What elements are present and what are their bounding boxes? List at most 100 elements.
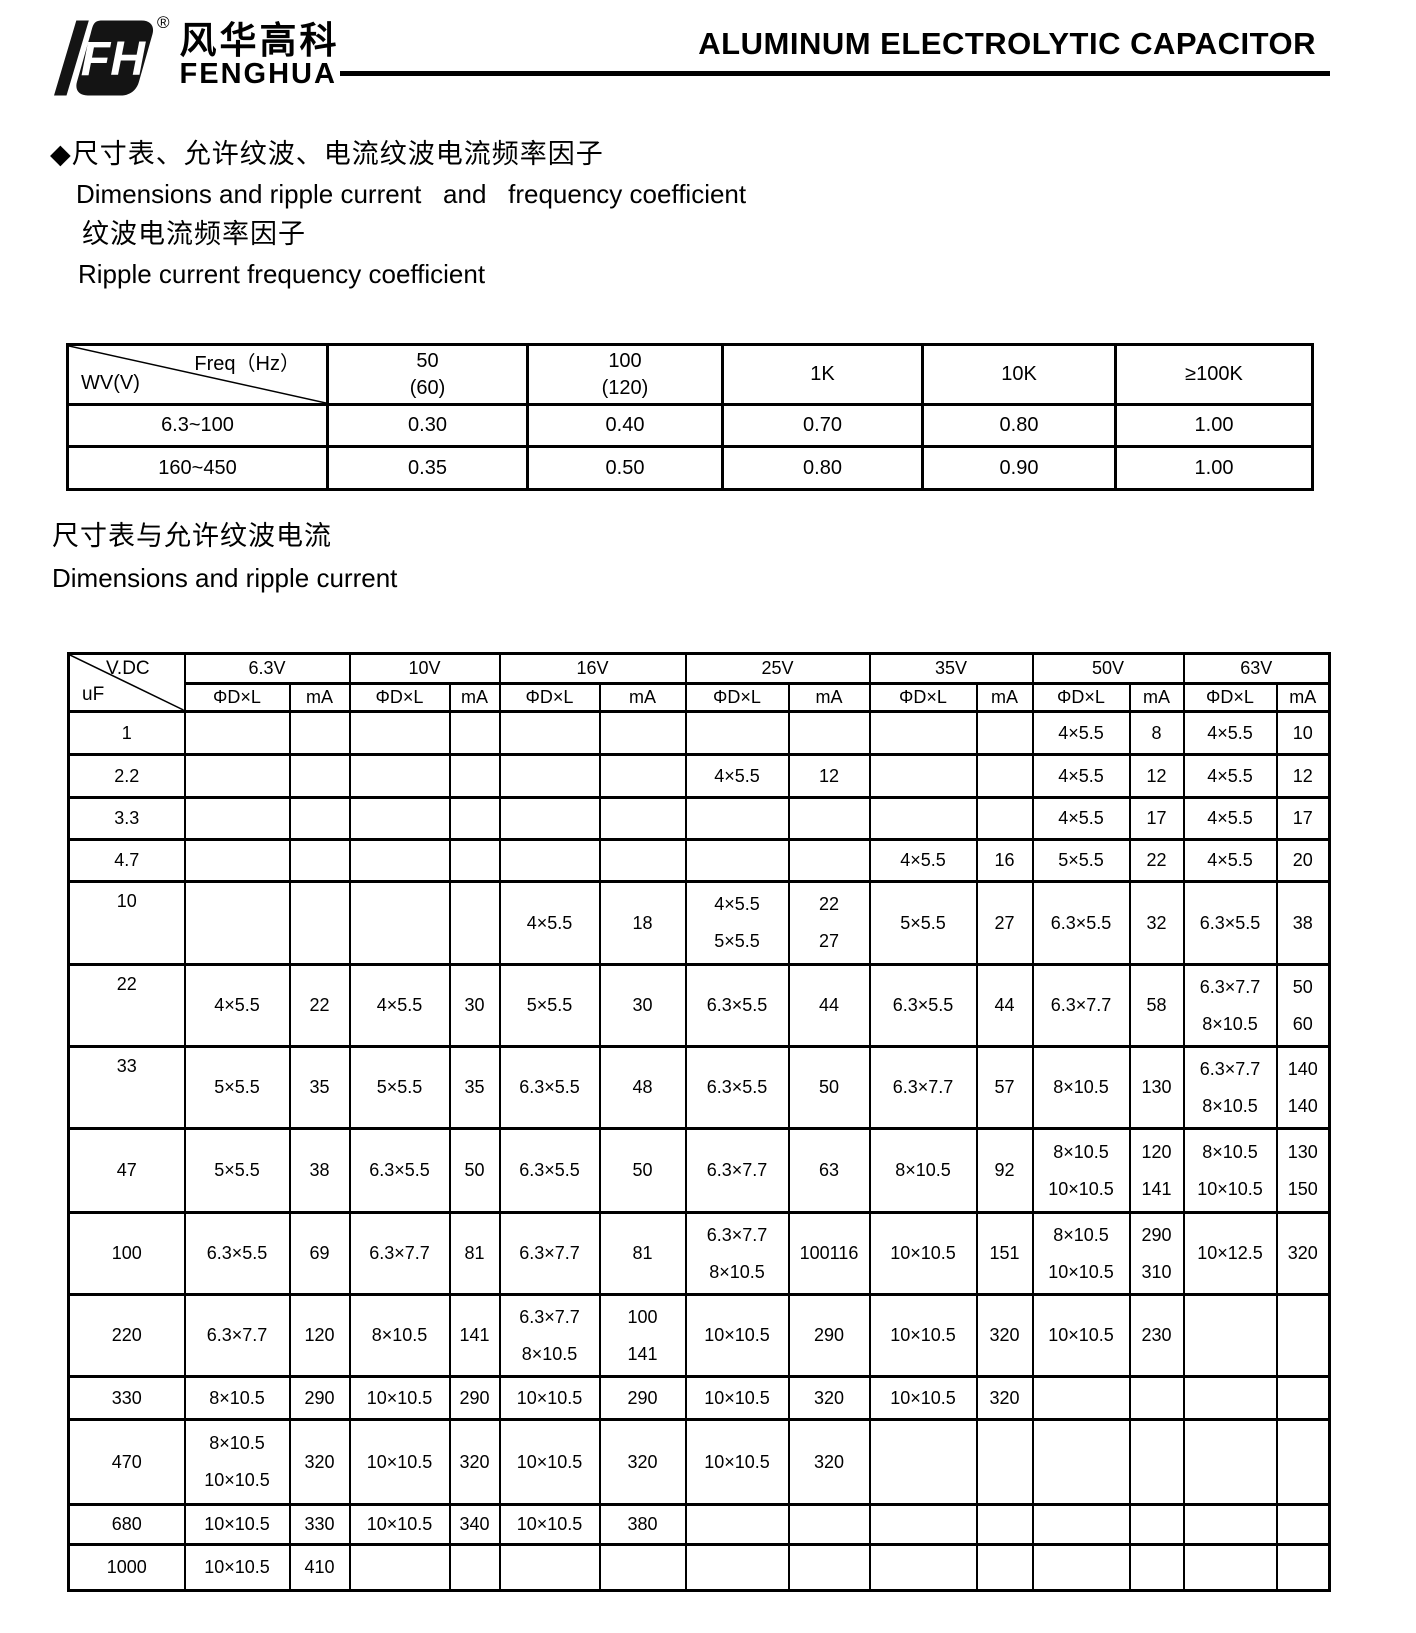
ripple-current-cell <box>1128 1418 1185 1506</box>
header-line: 100 <box>608 349 642 372</box>
ripple-current-cell: 320 <box>448 1418 501 1506</box>
ripple-current-cell: 58 <box>1128 963 1185 1048</box>
ripple-frequency-heading-cn: 纹波电流频率因子 <box>82 219 306 249</box>
ripple-current-cell: 290 <box>448 1375 501 1421</box>
section-frequency-coefficient-headings: ◆尺寸表、允许纹波、电流纹波电流频率因子 Dimensions and ripp… <box>50 134 746 294</box>
dimension-cell <box>868 796 978 841</box>
coefficient-value: 0.80 <box>921 403 1117 448</box>
ripple-current-cell <box>288 838 351 883</box>
dimension-cell: 6.3×5.5 <box>1182 880 1278 966</box>
dimension-cell <box>183 710 291 756</box>
cell-line: 8×10.5 <box>709 1261 765 1282</box>
subheader-dxl: ΦD×L <box>1031 682 1131 713</box>
section2-heading-cn: 尺寸表与允许纹波电流 <box>52 521 332 551</box>
fenghua-logo-mark: FH <box>54 20 154 96</box>
subheader-ma: mA <box>787 682 871 713</box>
ripple-current-cell: 17 <box>1275 796 1331 841</box>
uf-value-label: 3.3 <box>67 796 186 841</box>
ripple-current-cell: 69 <box>288 1211 351 1296</box>
uf-value-label: 680 <box>67 1503 186 1546</box>
dimension-cell: 5×5.5 <box>183 1127 291 1214</box>
ripple-current-cell <box>787 1543 871 1592</box>
dimension-cell: 8×10.5 <box>183 1375 291 1421</box>
ripple-current-cell: 290 <box>288 1375 351 1421</box>
dimension-cell <box>183 880 291 966</box>
dim-data-row: 22 4×5.5 22 4×5.5 30 5×5.5 30 6.3×5.5 44 6.3×5.5 4… <box>67 963 1331 1048</box>
cell-line: 10×10.5 <box>204 1470 270 1490</box>
dimension-cell: 6.3×5.5 <box>183 1211 291 1296</box>
uf-value-label: 22 <box>67 963 186 1048</box>
dimension-cell <box>684 710 790 756</box>
dimension-cell: 8×10.5 10×10.5 <box>1031 1127 1131 1214</box>
ripple-current-cell <box>1128 1375 1185 1421</box>
cell-line: 6.3×7.7 <box>1199 1058 1261 1079</box>
ripple-current-cell: 340 <box>448 1503 501 1546</box>
dimension-cell: 10×10.5 <box>868 1375 978 1421</box>
dim-data-row: 10 4×5.5 18 4×5.5 5×5.5 22 27 5×5.5 27 6.3×5.5 32 6… <box>67 880 1331 966</box>
dimension-cell <box>1182 1375 1278 1421</box>
dimension-cell <box>498 838 601 883</box>
dimension-cell: 5×5.5 <box>183 1045 291 1130</box>
ripple-current-cell: 16 <box>975 838 1034 883</box>
dimension-cell: 6.3×7.7 8×10.5 <box>1182 963 1278 1048</box>
cell-line: 6.3×7.7 <box>1199 976 1261 997</box>
title-rule <box>340 71 1330 76</box>
dimension-cell: 4×5.5 <box>1182 710 1278 756</box>
ripple-current-cell: 100116 <box>787 1211 871 1296</box>
ripple-current-cell <box>448 710 501 756</box>
dimension-cell <box>183 796 291 841</box>
dimension-cell: 8×10.5 <box>348 1293 451 1378</box>
ripple-current-cell <box>598 1543 687 1592</box>
section2-heading-en: Dimensions and ripple current <box>52 563 398 593</box>
ripple-current-cell: 35 <box>448 1045 501 1130</box>
header-line: 50 <box>416 349 439 372</box>
ripple-current-cell: 30 <box>448 963 501 1048</box>
ripple-current-cell: 380 <box>598 1503 687 1546</box>
dimension-cell: 5×5.5 <box>1031 838 1131 883</box>
coefficient-value: 0.30 <box>326 403 529 448</box>
voltage-header: 10V <box>348 652 501 685</box>
ripple-current-cell: 50 <box>787 1045 871 1130</box>
cell-line: 60 <box>1292 1013 1313 1034</box>
dimension-cell <box>348 796 451 841</box>
dimension-cell <box>498 710 601 756</box>
dim-corner-cell: V.DC uF <box>67 652 186 713</box>
cell-line: 5×5.5 <box>714 931 760 951</box>
dimension-cell <box>868 1418 978 1506</box>
ripple-current-cell <box>598 838 687 883</box>
dimension-cell: 4×5.5 <box>183 963 291 1048</box>
dimension-cell: 4×5.5 <box>1031 753 1131 799</box>
dimension-cell <box>498 1543 601 1592</box>
dimension-cell: 6.3×7.7 8×10.5 <box>498 1293 601 1378</box>
dimension-cell <box>348 1543 451 1592</box>
ripple-current-cell <box>975 710 1034 756</box>
coefficient-value: 0.50 <box>526 445 724 491</box>
ripple-current-cell: 18 <box>598 880 687 966</box>
dimension-cell: 4×5.5 <box>498 880 601 966</box>
ripple-current-cell: 92 <box>975 1127 1034 1214</box>
dimension-cell: 4×5.5 <box>868 838 978 883</box>
ripple-current-cell <box>448 838 501 883</box>
ripple-current-cell <box>975 1503 1034 1546</box>
dimension-cell: 10×10.5 <box>498 1418 601 1506</box>
cell-line: 140 <box>1287 1095 1318 1116</box>
cell-line: 8×10.5 <box>1202 1141 1258 1162</box>
coefficient-value: 0.70 <box>721 403 924 448</box>
dimension-cell: 10×10.5 <box>183 1503 291 1546</box>
ripple-current-cell <box>975 796 1034 841</box>
dimension-cell: 8×10.5 <box>868 1127 978 1214</box>
ripple-current-cell: 12 <box>787 753 871 799</box>
dimension-cell: 4×5.5 <box>1182 796 1278 841</box>
dimension-cell: 6.3×7.7 8×10.5 <box>1182 1045 1278 1130</box>
uf-value-label: 470 <box>67 1418 186 1506</box>
dim-data-row: 1 4×5.5 8 4×5.5 10 <box>67 710 1331 756</box>
cell-line: 50 <box>1292 976 1313 997</box>
dimension-cell: 6.3×5.5 <box>498 1127 601 1214</box>
dimension-cell: 6.3×5.5 <box>1031 880 1131 966</box>
dimension-cell: 6.3×5.5 <box>868 963 978 1048</box>
ripple-current-cell: 50 <box>448 1127 501 1214</box>
dimension-cell: 4×5.5 <box>1182 753 1278 799</box>
cell-line: 141 <box>627 1343 658 1364</box>
dimension-cell: 6.3×5.5 <box>684 1045 790 1130</box>
subheader-ma: mA <box>288 682 351 713</box>
